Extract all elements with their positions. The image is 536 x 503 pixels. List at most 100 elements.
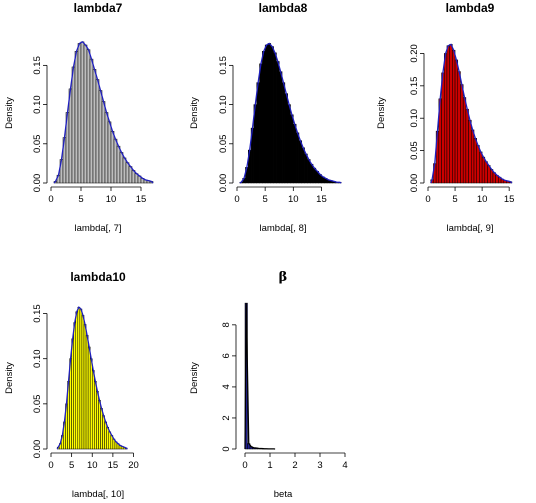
panel-title: lambda9 — [446, 1, 495, 15]
histogram-bar — [290, 114, 294, 184]
panel-lambda7: lambda7 0 5 10 15 0.00 0.05 0.10 0.15 lambda[, … — [4, 1, 154, 234]
y-tick-label: 0.00 — [409, 174, 420, 193]
histogram-bar — [441, 72, 445, 184]
histogram-bar — [273, 52, 277, 184]
y-tick-label: 0.10 — [218, 95, 229, 114]
x-tick-label: 0 — [48, 194, 53, 205]
histogram-bar — [119, 152, 124, 184]
histogram-bar — [116, 145, 121, 184]
y-axis-label: Density — [376, 97, 387, 129]
histogram-bar — [487, 165, 491, 184]
histogram-bar — [98, 90, 103, 184]
histogram-bar — [479, 151, 483, 184]
histogram-bar — [71, 338, 74, 450]
y-tick-label: 8 — [221, 322, 232, 327]
histogram-bar — [276, 61, 280, 184]
histogram-bar — [462, 97, 467, 184]
x-tick-label: 10 — [288, 194, 299, 205]
histogram-bar — [267, 43, 272, 184]
histogram-bar — [128, 166, 133, 184]
histogram-bar — [484, 161, 488, 184]
x-tick-label: 15 — [316, 194, 327, 205]
x-axis-label: lambda[, 8] — [260, 223, 307, 234]
y-tick-label: 0.10 — [32, 349, 43, 368]
x-tick-label: 10 — [477, 194, 488, 205]
x-tick-label: 3 — [317, 460, 322, 471]
histogram-bar — [298, 140, 303, 184]
histogram-bar — [92, 370, 95, 450]
histogram-bar — [102, 415, 105, 450]
histogram-bar — [87, 346, 91, 450]
x-tick-label: 4 — [342, 460, 347, 471]
y-tick-label: 0.05 — [409, 141, 420, 160]
histogram-bar — [481, 156, 486, 184]
histogram-bar — [83, 324, 87, 450]
histogram-bar — [473, 138, 477, 184]
histogram-bar — [104, 421, 107, 450]
histogram-bar — [98, 399, 101, 450]
histogram-bar — [89, 358, 93, 450]
x-tick-label: 15 — [108, 460, 119, 471]
histogram-bar — [106, 427, 110, 450]
x-axis-label: beta — [274, 489, 293, 500]
histogram-bar — [262, 51, 266, 184]
histogram-bar — [71, 66, 76, 184]
histogram-bar — [113, 138, 118, 184]
y-tick-label: 0.00 — [218, 174, 229, 193]
x-axis-label: lambda[, 10] — [72, 489, 124, 500]
histogram-bar — [94, 381, 97, 450]
histogram-bar — [452, 49, 456, 184]
histogram-bar — [278, 71, 283, 184]
panel-title: lambda10 — [70, 270, 126, 284]
x-tick-label: 10 — [87, 460, 98, 471]
density-curve — [56, 306, 128, 450]
x-tick-label: 0 — [242, 460, 247, 471]
histogram-bar — [256, 82, 260, 184]
x-tick-label: 5 — [78, 194, 83, 205]
y-tick-label: 0.15 — [218, 56, 229, 75]
histogram-bar — [104, 112, 109, 184]
histogram-bar — [476, 145, 480, 184]
histogram-bar — [281, 82, 286, 184]
x-tick-label: 10 — [106, 194, 117, 205]
histogram-bar — [92, 69, 97, 184]
x-tick-label: 5 — [452, 194, 457, 205]
x-axis-label: lambda[, 7] — [75, 223, 122, 234]
histogram-bar — [73, 322, 77, 450]
histogram-bar — [301, 147, 305, 184]
x-tick-label: 1 — [267, 460, 272, 471]
histogram-bar — [304, 153, 308, 184]
y-tick-label: 0.00 — [32, 440, 43, 459]
histogram-bar — [293, 123, 297, 184]
x-axis-label: lambda[, 9] — [447, 223, 494, 234]
y-tick-label: 0.10 — [409, 109, 420, 128]
y-tick-label: 0.15 — [409, 77, 420, 96]
histogram-bar — [284, 93, 288, 184]
histogram-bar — [259, 63, 263, 184]
histogram-bar — [460, 84, 464, 184]
y-axis-label: Density — [189, 362, 200, 394]
histogram-bar — [454, 59, 459, 184]
panel-lambda8: lambda8 0 5 10 15 0.00 0.05 0.10 0.15 lambda[, … — [189, 1, 342, 234]
y-tick-label: 0.00 — [32, 174, 43, 193]
histogram-bar — [74, 51, 79, 184]
x-tick-label: 15 — [136, 194, 147, 205]
x-tick-label: 5 — [69, 460, 74, 471]
plot-area: 0 5 10 15 20 0.00 0.05 0.10 0.15 — [32, 304, 139, 471]
histogram-bar — [125, 162, 130, 184]
histogram-bar — [307, 159, 311, 184]
plot-area: 0 1 2 3 4 0 2 4 6 8 — [221, 302, 348, 471]
histogram-bar — [95, 79, 100, 184]
histogram-bar — [77, 306, 81, 450]
histogram-bar — [100, 408, 103, 450]
plot-area: 0 5 10 15 0.00 0.05 0.10 0.15 0.20 — [409, 43, 514, 205]
x-tick-label: 0 — [425, 194, 430, 205]
histogram-bar — [471, 129, 475, 184]
y-tick-label: 0.05 — [32, 135, 43, 154]
histogram-bar — [264, 44, 269, 184]
x-tick-label: 20 — [128, 460, 139, 471]
panel-title: lambda7 — [74, 1, 123, 15]
y-tick-label: 2 — [221, 415, 232, 420]
plot-area: 0 5 10 15 0.00 0.05 0.10 0.15 — [32, 41, 154, 205]
